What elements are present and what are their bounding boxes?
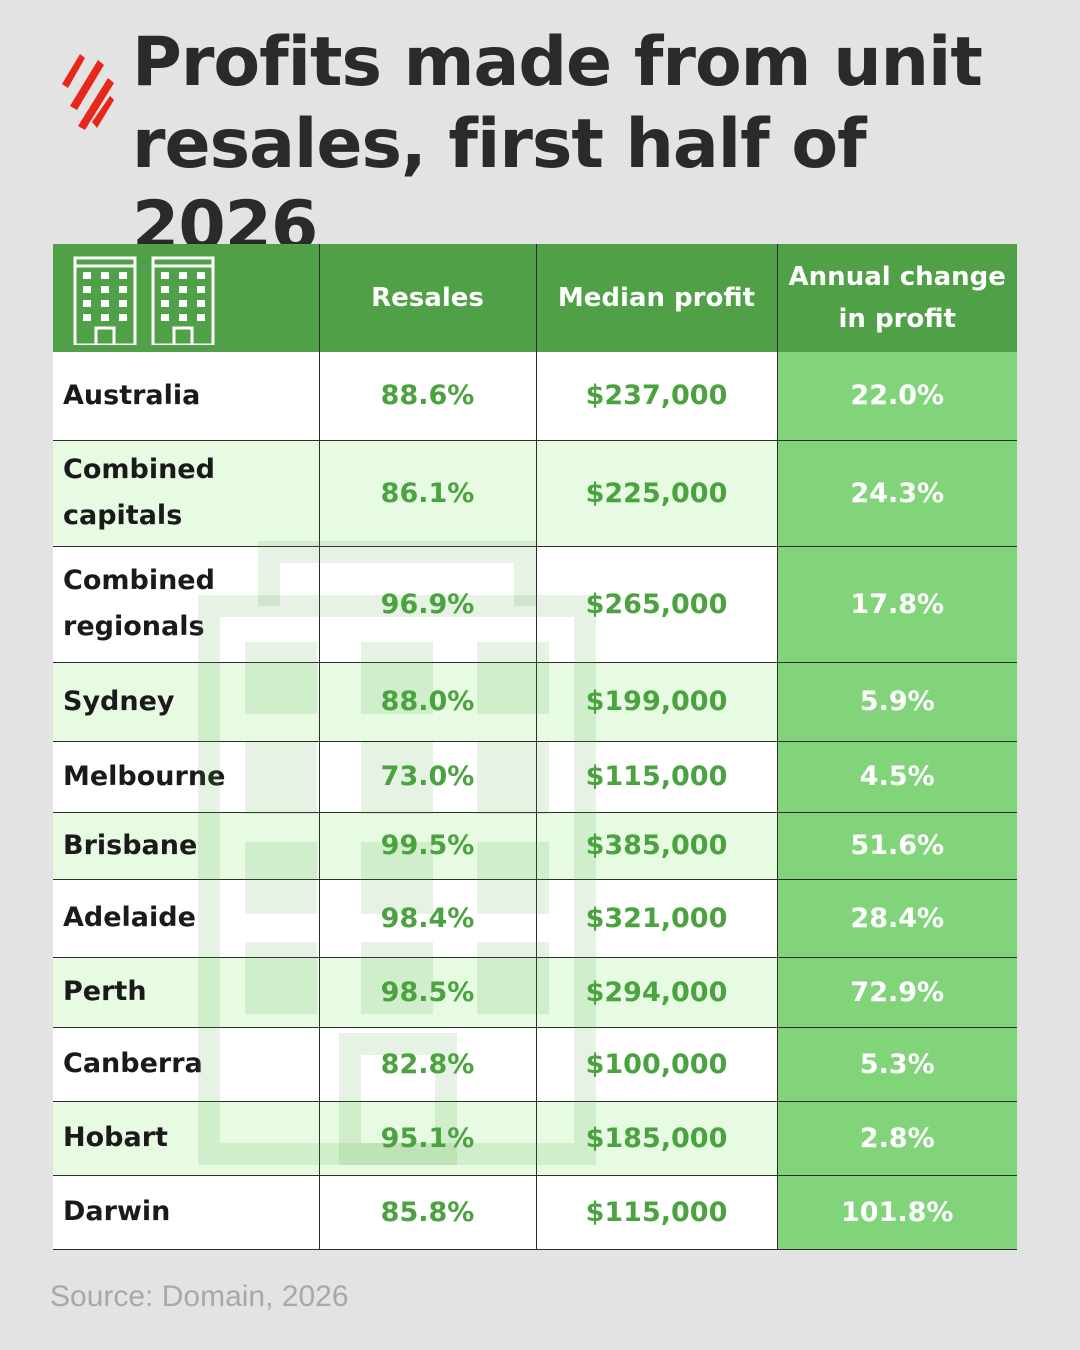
source-note: Source: Domain, 2026 <box>50 1280 349 1313</box>
building-icon <box>73 256 215 347</box>
annual-change-cell: 5.3% <box>777 1027 1017 1102</box>
header-icons-cell <box>53 244 320 352</box>
page-title: Profits made from unit resales, first ha… <box>132 23 983 266</box>
region-label: Australia <box>63 379 201 411</box>
annual-change-cell: 17.8% <box>777 546 1017 663</box>
table-row: Combined regionals 96.9% $265,000 17.8% <box>53 546 1017 663</box>
median-profit-cell: $385,000 <box>536 812 778 880</box>
table-row: Perth 98.5% $294,000 72.9% <box>53 957 1017 1028</box>
region-label: Canberra <box>63 1048 203 1079</box>
table-row: Combined capitals 86.1% $225,000 24.3% <box>53 440 1017 547</box>
annual-change-cell: 24.3% <box>777 440 1017 547</box>
table-row: Canberra 82.8% $100,000 5.3% <box>53 1027 1017 1102</box>
table-row: Australia 88.6% $237,000 22.0% <box>53 352 1017 441</box>
resales-cell: 85.8% <box>319 1175 537 1250</box>
region-cell: Hobart <box>53 1101 320 1176</box>
region-cell: Sydney <box>53 662 320 742</box>
column-header-annual-change: Annual change in profit <box>777 244 1017 352</box>
region-cell: Adelaide <box>53 879 320 958</box>
table-row: Brisbane 99.5% $385,000 51.6% <box>53 812 1017 880</box>
median-profit-cell: $199,000 <box>536 662 778 742</box>
annual-change-cell: 51.6% <box>777 812 1017 880</box>
resales-cell: 86.1% <box>319 440 537 547</box>
data-table: Resales Median profit Annual change in p… <box>53 244 1017 1250</box>
annual-change-cell: 22.0% <box>777 352 1017 441</box>
region-cell: Perth <box>53 957 320 1028</box>
resales-cell: 99.5% <box>319 812 537 880</box>
table-row: Sydney 88.0% $199,000 5.9% <box>53 662 1017 742</box>
region-label: Hobart <box>63 1122 168 1153</box>
region-label: Combined regionals <box>63 565 215 642</box>
column-header-annual-change-label: Annual change in profit <box>788 262 1006 334</box>
median-profit-cell: $225,000 <box>536 440 778 547</box>
median-profit-cell: $100,000 <box>536 1027 778 1102</box>
annual-change-cell: 5.9% <box>777 662 1017 742</box>
resales-cell: 88.6% <box>319 352 537 441</box>
annual-change-cell: 101.8% <box>777 1175 1017 1250</box>
region-label: Adelaide <box>63 902 196 933</box>
table-row: Adelaide 98.4% $321,000 28.4% <box>53 879 1017 958</box>
region-label: Sydney <box>63 685 175 717</box>
region-label: Brisbane <box>63 829 198 861</box>
annual-change-cell: 4.5% <box>777 741 1017 813</box>
median-profit-cell: $237,000 <box>536 352 778 441</box>
region-cell: Brisbane <box>53 812 320 880</box>
annual-change-cell: 28.4% <box>777 879 1017 958</box>
resales-cell: 95.1% <box>319 1101 537 1176</box>
region-cell: Combined capitals <box>53 440 320 547</box>
region-cell: Combined regionals <box>53 546 320 663</box>
annual-change-cell: 72.9% <box>777 957 1017 1028</box>
resales-cell: 73.0% <box>319 741 537 813</box>
region-cell: Australia <box>53 352 320 441</box>
region-label: Perth <box>63 976 147 1007</box>
table-row: Melbourne 73.0% $115,000 4.5% <box>53 741 1017 813</box>
region-cell: Darwin <box>53 1175 320 1250</box>
median-profit-cell: $185,000 <box>536 1101 778 1176</box>
data-table-container: Resales Median profit Annual change in p… <box>53 244 1017 1250</box>
resales-cell: 98.4% <box>319 879 537 958</box>
region-cell: Melbourne <box>53 741 320 813</box>
region-cell: Canberra <box>53 1027 320 1102</box>
region-label: Darwin <box>63 1196 171 1227</box>
resales-cell: 96.9% <box>319 546 537 663</box>
median-profit-cell: $115,000 <box>536 1175 778 1250</box>
table-header-row: Resales Median profit Annual change in p… <box>53 244 1017 352</box>
median-profit-cell: $115,000 <box>536 741 778 813</box>
column-header-median-profit: Median profit <box>536 244 778 352</box>
resales-cell: 88.0% <box>319 662 537 742</box>
region-label: Melbourne <box>63 760 226 792</box>
column-header-resales: Resales <box>319 244 537 352</box>
resales-cell: 98.5% <box>319 957 537 1028</box>
sbs-logo <box>62 54 114 130</box>
table-body: Australia 88.6% $237,000 22.0% Combined capi… <box>53 352 1017 1250</box>
table-row: Hobart 95.1% $185,000 2.8% <box>53 1101 1017 1176</box>
median-profit-cell: $321,000 <box>536 879 778 958</box>
median-profit-cell: $265,000 <box>536 546 778 663</box>
resales-cell: 82.8% <box>319 1027 537 1102</box>
annual-change-cell: 2.8% <box>777 1101 1017 1176</box>
median-profit-cell: $294,000 <box>536 957 778 1028</box>
table-row: Darwin 85.8% $115,000 101.8% <box>53 1175 1017 1250</box>
region-label: Combined capitals <box>63 454 215 531</box>
